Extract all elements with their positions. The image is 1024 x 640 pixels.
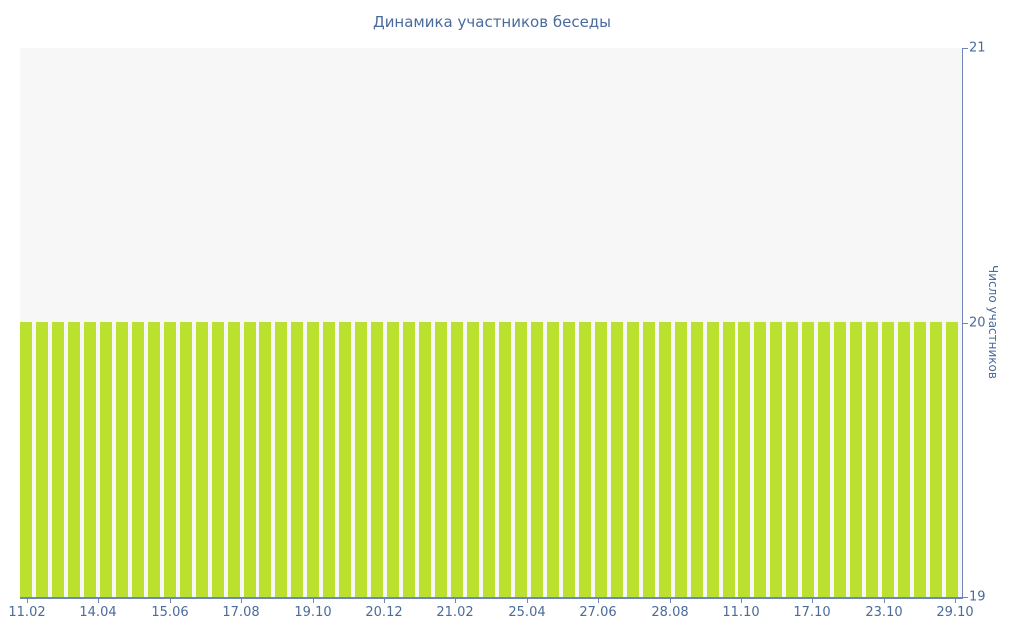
x-axis-tick	[455, 599, 456, 603]
x-tick-label: 17.10	[793, 605, 831, 620]
x-tick-label: 29.10	[936, 605, 974, 620]
bar	[355, 322, 368, 597]
bar	[850, 322, 863, 597]
bar	[403, 322, 416, 597]
bar	[786, 322, 799, 597]
bar	[946, 322, 959, 597]
x-axis-tick	[384, 599, 385, 603]
x-tick-label: 28.08	[651, 605, 689, 620]
bar	[834, 322, 847, 597]
bar	[275, 322, 288, 597]
bar	[738, 322, 751, 597]
bar	[291, 322, 304, 597]
bar	[866, 322, 879, 597]
bar	[211, 322, 224, 597]
bar	[914, 322, 927, 597]
x-tick-label: 25.04	[508, 605, 546, 620]
bar	[323, 322, 336, 597]
bar	[546, 322, 559, 597]
bar	[514, 322, 527, 597]
bar	[467, 322, 480, 597]
plot-area	[20, 48, 963, 599]
bar	[578, 322, 591, 597]
bar	[706, 322, 719, 597]
bar	[483, 322, 496, 597]
x-tick-label: 15.06	[151, 605, 189, 620]
x-axis-tick	[313, 599, 314, 603]
bar	[51, 322, 64, 597]
x-tick-label: 17.08	[222, 605, 260, 620]
bar	[35, 322, 48, 597]
bar	[419, 322, 432, 597]
bar	[770, 322, 783, 597]
x-tick-label: 11.10	[722, 605, 760, 620]
bar	[115, 322, 128, 597]
bar	[498, 322, 511, 597]
x-tick-label: 14.04	[79, 605, 117, 620]
bar	[387, 322, 400, 597]
x-axis-tick	[527, 599, 528, 603]
bar	[99, 322, 112, 597]
bar	[898, 322, 911, 597]
x-tick-label: 20.12	[365, 605, 403, 620]
bar	[227, 322, 240, 597]
y-tick-label: 19	[969, 589, 986, 605]
x-tick-label: 27.06	[579, 605, 617, 620]
bar	[594, 322, 607, 597]
x-axis-tick	[241, 599, 242, 603]
bar	[67, 322, 80, 597]
bar	[930, 322, 943, 597]
y-axis-tick	[963, 597, 968, 598]
x-axis-tick	[170, 599, 171, 603]
bar	[562, 322, 575, 597]
bar	[610, 322, 623, 597]
chart-title: Динамика участников беседы	[372, 13, 612, 31]
bar	[642, 322, 655, 597]
bar	[339, 322, 352, 597]
x-axis-tick	[741, 599, 742, 603]
bar	[83, 322, 96, 597]
bar	[179, 322, 192, 597]
x-tick-label: 11.02	[8, 605, 46, 620]
bar	[163, 322, 176, 597]
bar	[802, 322, 815, 597]
bar	[818, 322, 831, 597]
x-axis-tick	[98, 599, 99, 603]
y-axis-tick	[963, 323, 968, 324]
bar	[435, 322, 448, 597]
x-axis-tick	[884, 599, 885, 603]
x-axis-tick	[670, 599, 671, 603]
x-tick-label: 23.10	[865, 605, 903, 620]
bar	[626, 322, 639, 597]
bar	[259, 322, 272, 597]
bar	[530, 322, 543, 597]
x-tick-label: 21.02	[436, 605, 474, 620]
x-tick-label: 19.10	[294, 605, 332, 620]
bar	[195, 322, 208, 597]
bar	[307, 322, 320, 597]
bar	[371, 322, 384, 597]
bar	[754, 322, 767, 597]
y-tick-label: 21	[969, 40, 986, 56]
bar	[131, 322, 144, 597]
bar	[690, 322, 703, 597]
bar	[882, 322, 895, 597]
bar	[674, 322, 687, 597]
bar	[20, 322, 32, 597]
bar-series	[20, 48, 962, 597]
x-axis-tick	[598, 599, 599, 603]
x-axis-tick	[812, 599, 813, 603]
y-axis-tick	[963, 48, 968, 49]
bar	[658, 322, 671, 597]
x-axis-tick	[955, 599, 956, 603]
y-axis-title: Число участников	[986, 265, 1000, 379]
bar	[722, 322, 735, 597]
bar	[243, 322, 256, 597]
y-tick-label: 20	[969, 315, 986, 331]
bar	[451, 322, 464, 597]
x-axis-tick	[27, 599, 28, 603]
bar	[147, 322, 160, 597]
